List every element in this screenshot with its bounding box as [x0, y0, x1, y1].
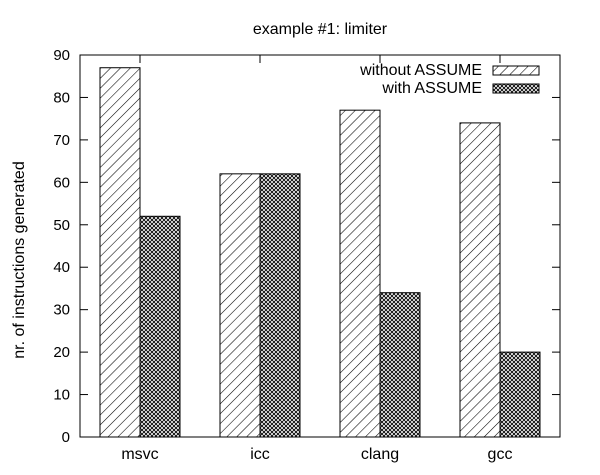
bars-group: [99, 67, 541, 438]
bar-msvc-with-assume: [139, 215, 181, 438]
bar-msvc-without-assume: [99, 67, 141, 438]
bar-icc-without-assume: [219, 173, 261, 438]
bar-clang-without-assume: [339, 109, 381, 438]
x-tick-label-icc: icc: [250, 446, 270, 463]
bar-icc-with-assume: [259, 173, 301, 438]
legend-label-with-assume: with ASSUME: [381, 80, 482, 97]
x-tick-label-clang: clang: [361, 446, 399, 463]
plot-frame: [79, 54, 561, 438]
y-axis-label: nr. of instructions generated: [11, 161, 28, 358]
bar-gcc-without-assume: [459, 122, 501, 438]
ticks-group: 0 10 20 30 40 50 60 70 80 90: [53, 47, 560, 446]
x-tick-label-gcc: gcc: [488, 446, 513, 463]
legend-label-without-assume: without ASSUME: [359, 62, 482, 79]
legend-swatch-without-assume: [492, 65, 540, 76]
legend-swatch-with-assume: [492, 83, 540, 94]
x-tick-label-msvc: msvc: [121, 446, 158, 463]
y-tick-label-0: 0: [62, 429, 70, 446]
y-tick-label-90: 90: [53, 47, 70, 64]
bar-gcc-with-assume: [499, 351, 541, 438]
chart-title: example #1: limiter: [253, 21, 388, 38]
y-tick-label-40: 40: [53, 259, 70, 276]
y-tick-label-80: 80: [53, 89, 70, 106]
x-tick-labels: msvc icc clang gcc: [121, 55, 512, 463]
y-tick-label-20: 20: [53, 344, 70, 361]
y-tick-label-30: 30: [53, 302, 70, 319]
bar-clang-with-assume: [379, 292, 421, 438]
y-tick-label-10: 10: [53, 387, 70, 404]
y-tick-label-50: 50: [53, 217, 70, 234]
y-tick-label-60: 60: [53, 174, 70, 191]
y-tick-label-70: 70: [53, 132, 70, 149]
